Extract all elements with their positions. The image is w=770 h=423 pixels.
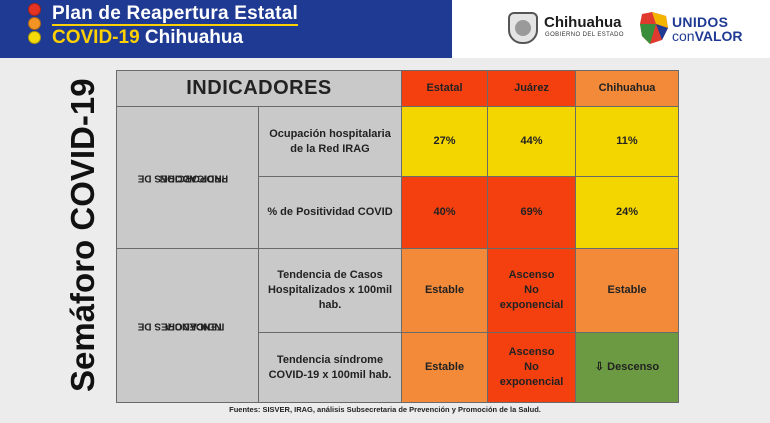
cell-line1: Estable [424,361,465,374]
value-cell: Estable [401,332,489,403]
logos-panel [452,0,770,58]
gov-logo-name: Chihuahua [544,14,622,31]
header-bar: Plan de Reapertura Estatal COVID-19 Chih… [0,0,770,58]
page-title: Plan de Reapertura Estatal [52,3,298,26]
indicators-header: INDICADORES [115,70,403,107]
gov-logo-sub: GOBIERNO DEL ESTADO [545,32,624,38]
title-line1: Plan de Reapertura Estatal [52,3,298,26]
table-header-row: INDICADORES Estatal Juárez Chihuahua [115,70,680,107]
category-label: INDICADORES DE PROPORCION [138,107,229,248]
state-map-icon [640,12,668,44]
value-cell: ⇩ Descenso [575,332,680,403]
value-cell: 69% [487,176,577,249]
indicator-label: Ocupación hospitalaria de la Red IRAG [257,106,403,177]
traffic-light-icon [28,3,44,45]
title-covid: COVID-19 [52,27,140,48]
con-text: con [672,28,695,44]
cell-line1: ⇩ Descenso [594,361,660,374]
state-seal-icon [508,12,538,44]
category-proporcion: INDICADORES DE PROPORCION [116,106,259,249]
value-cell: Ascenso No exponencial [487,248,577,333]
indicator-line2: de la Red IRAG [290,142,370,155]
indicator-label: Tendencia síndrome COVID-19 x 100mil hab. [257,332,403,403]
valor-text: VALOR [694,28,743,44]
col-header-chihuahua: Chihuahua [575,70,680,107]
value-cell: Estable [401,248,489,333]
col-header-juarez: Juárez [487,70,577,107]
value-cell: 24% [575,176,680,249]
indicator-line1: Tendencia de Casos [277,269,383,282]
value-cell: Ascenso No exponencial [487,332,577,403]
indicator-line1: % de Positividad COVID [267,206,393,219]
table-row: INDICADORES DE TENDENCIA Tendencia de Cas… [116,248,680,403]
cell-line2: No [524,361,539,374]
cell-line1: Estable [607,284,647,297]
cell-line1: Ascenso [508,269,555,282]
value-cell: 44% [487,106,577,177]
sources-footer: Fuentes: SISVER, IRAG, análisis Subsecre… [229,405,541,414]
seal-emblem [515,20,531,36]
indicator-line2: Hospitalizados x 100mil [267,284,393,297]
convalor-logo-text: conVALOR [672,28,743,44]
cell-line3: exponencial [499,298,564,311]
table-row: Tendencia síndrome COVID-19 x 100mil hab.… [117,332,680,403]
category-label: INDICADORES DE TENDENCIA [138,255,225,396]
indicator-line2: COVID-19 x 100mil hab. [268,368,392,381]
title-chihuahua: Chihuahua [144,27,244,48]
cell-line1: Estable [424,284,465,297]
category-line2: TENDENCIA [164,320,224,331]
indicator-line1: Ocupación hospitalaria [269,127,391,140]
col-header-estatal: Estatal [401,70,489,107]
category-line2: PROPORCION [159,172,229,183]
orange-light [28,17,41,30]
value-cell: 27% [401,106,489,177]
indicator-line3: hab. [318,298,342,311]
value-cell: 11% [575,106,680,177]
yellow-light [28,31,41,44]
page-subtitle: COVID-19 Chihuahua [52,27,243,49]
indicator-line1: Tendencia síndrome [276,353,384,366]
cell-line3: exponencial [499,375,564,388]
indicators-table: INDICADORES Estatal Juárez Chihuahua IND… [115,70,680,403]
value-cell: 40% [401,176,489,249]
table-row: INDICADORES DE PROPORCION Ocupación hospi… [116,106,680,249]
semaforo-title: Semáforo COVID-19 [64,78,101,392]
indicator-label: Tendencia de Casos Hospitalizados x 100mi… [257,248,403,333]
value-cell: Estable [575,248,680,333]
cell-line1: Ascenso [508,346,555,359]
cell-line2: No [524,284,539,297]
indicator-label: % de Positividad COVID [257,176,403,249]
unidos-logo-text: UNIDOS [672,14,729,30]
category-tendencia: INDICADORES DE TENDENCIA [116,248,259,403]
red-light [28,3,41,16]
table-row: % de Positividad COVID 40% 69% 24% [117,176,680,249]
